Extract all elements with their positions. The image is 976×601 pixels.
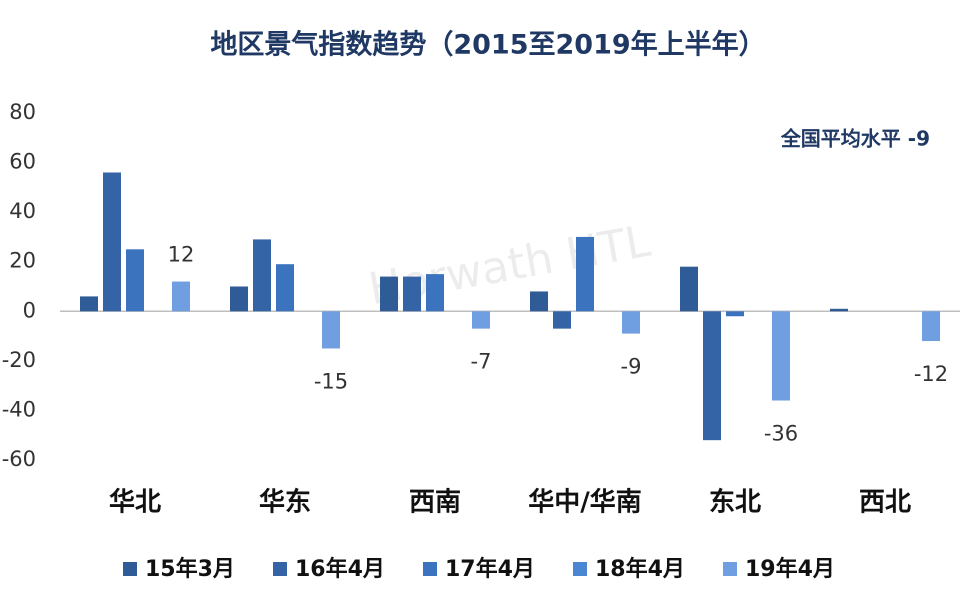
- bar: [472, 311, 490, 329]
- legend-label: 18年4月: [595, 556, 685, 582]
- data-label: -36: [764, 422, 798, 446]
- bar: [553, 311, 571, 329]
- bar: [230, 286, 248, 312]
- data-label: -12: [914, 362, 948, 386]
- bar: [380, 276, 398, 312]
- legend-label: 17年4月: [445, 556, 535, 582]
- y-tick-label: 80: [9, 100, 36, 124]
- bar: [830, 308, 848, 312]
- annotation: 全国平均水平 -9: [780, 127, 930, 151]
- bar: [276, 264, 294, 312]
- legend-swatch: [723, 562, 737, 576]
- bar: [680, 266, 698, 312]
- bar: [80, 296, 98, 312]
- legend-swatch: [423, 562, 437, 576]
- chart-title: 地区景气指数趋势（2015至2019年上半年）: [210, 29, 765, 61]
- y-tick-label: 60: [9, 150, 36, 174]
- bar: [403, 276, 421, 312]
- data-label: -15: [314, 369, 348, 393]
- bar: [103, 172, 121, 312]
- bar: [253, 239, 271, 312]
- data-label: -7: [471, 350, 492, 374]
- x-tick-label: 西北: [859, 488, 911, 518]
- x-tick-label: 西南: [409, 488, 461, 518]
- legend-swatch: [573, 562, 587, 576]
- y-tick-label: 40: [9, 199, 36, 223]
- x-tick-label: 华中/华南: [528, 487, 642, 518]
- legend-swatch: [273, 562, 287, 576]
- x-tick-label: 华东: [259, 487, 311, 518]
- data-label: -9: [621, 355, 642, 379]
- bar: [622, 311, 640, 334]
- bar: [703, 311, 721, 441]
- legend-label: 16年4月: [295, 556, 385, 582]
- bar: [172, 281, 190, 312]
- bar: [772, 311, 790, 401]
- bar: [576, 236, 594, 312]
- bar: [426, 274, 444, 312]
- x-tick-label: 东北: [709, 487, 761, 518]
- bar: [726, 311, 744, 317]
- y-tick-label: 0: [23, 298, 36, 322]
- legend-label: 19年4月: [745, 556, 835, 582]
- y-tick-label: -60: [2, 447, 36, 471]
- y-tick-label: -20: [2, 348, 36, 372]
- y-tick-label: -40: [2, 397, 36, 421]
- data-label: 12: [168, 243, 195, 267]
- bar: [322, 311, 340, 349]
- x-tick-label: 华北: [109, 487, 161, 518]
- legend-swatch: [123, 562, 137, 576]
- legend-label: 15年3月: [145, 556, 235, 582]
- y-tick-label: 20: [9, 249, 36, 273]
- bar: [922, 311, 940, 342]
- bar: [126, 249, 144, 312]
- bar: [530, 291, 548, 312]
